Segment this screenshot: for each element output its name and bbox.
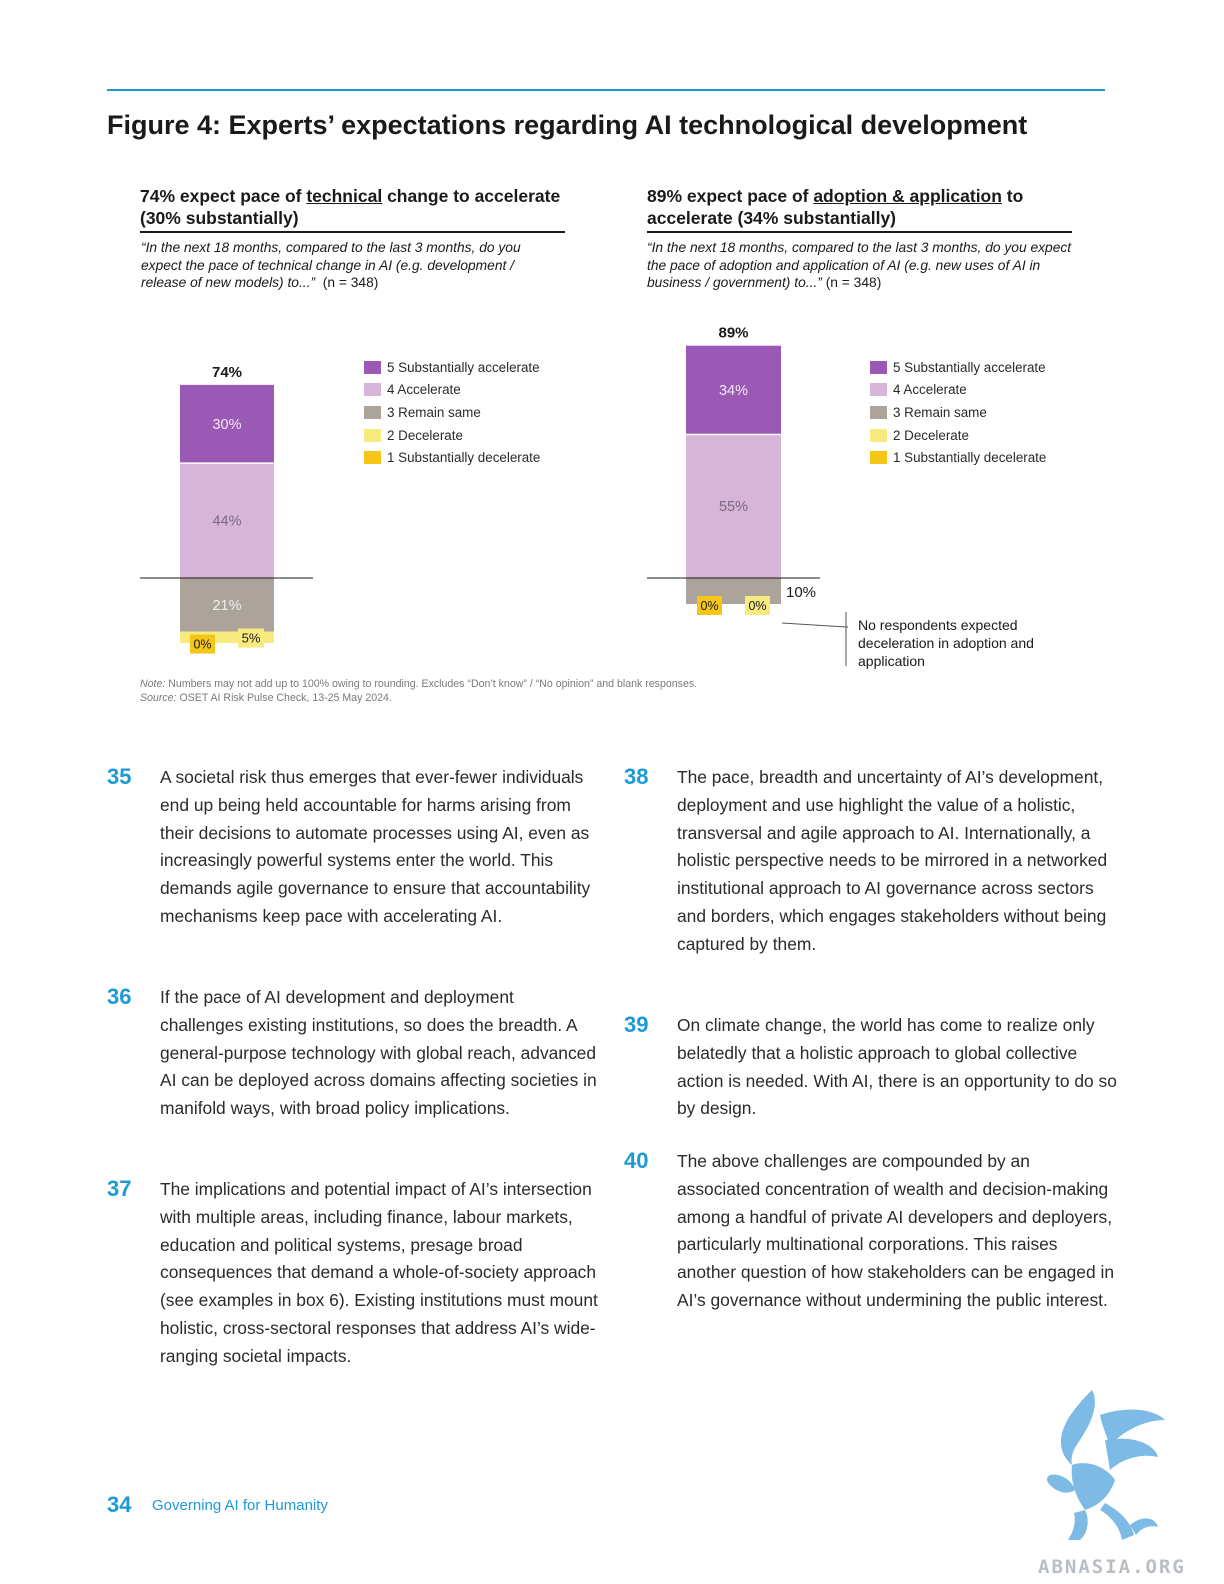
chart-1-legend: 5 Substantially accelerate 4 Accelerate … — [364, 356, 540, 469]
note-text: Numbers may not add up to 100% owing to … — [165, 678, 698, 690]
data-label: 30% — [212, 417, 241, 433]
bar-segment-remain-same — [180, 578, 274, 632]
total-label: 74% — [212, 364, 242, 381]
source-line: Source: OSET AI Risk Pulse Check, 13-25 … — [140, 691, 697, 705]
legend-label: 3 Remain same — [387, 404, 481, 420]
chart-1-question-n: (n = 348) — [322, 275, 379, 290]
legend-label: 4 Accelerate — [387, 382, 461, 398]
paragraph-text: The above challenges are compounded by a… — [677, 1151, 1115, 1310]
callout-no-deceleration: No respondents expected deceleration in … — [858, 617, 1034, 669]
data-label: 0% — [700, 599, 718, 613]
badge-substantially-decelerate — [190, 634, 215, 654]
paragraph-text: The pace, breadth and uncertainty of AI’… — [677, 767, 1108, 954]
paragraph-text: If the pace of AI development and deploy… — [160, 987, 597, 1119]
paragraph-number: 39 — [624, 1012, 649, 1037]
legend-label: 3 Remain same — [893, 404, 987, 420]
griffin-logo-icon — [1047, 1390, 1165, 1540]
badge-substantially-decelerate — [697, 596, 722, 615]
bar-segment-substantially-accelerate — [686, 345, 781, 435]
paragraph-text: On climate change, the world has come to… — [677, 1015, 1117, 1119]
chart-1-headline-post: change to accelerate (30% substantially) — [140, 186, 561, 228]
note-line: Note: Numbers may not add up to 100% owi… — [140, 677, 697, 691]
legend-label: 4 Accelerate — [893, 382, 967, 398]
data-label: 21% — [212, 598, 241, 614]
legend-swatch — [364, 360, 381, 374]
paragraph-number: 35 — [107, 764, 132, 789]
top-rule — [107, 89, 1105, 91]
chart-2-headline-underlined: adoption & application — [813, 186, 1002, 206]
legend-label: 2 Decelerate — [387, 427, 463, 443]
badge-decelerate — [745, 596, 770, 615]
chart-1-question-text: “In the next 18 months, compared to the … — [141, 240, 521, 290]
source-label: Source: — [140, 692, 177, 704]
paragraph-number: 37 — [107, 1176, 132, 1201]
chart-1-headline: 74% expect pace of technical change to a… — [140, 185, 570, 229]
paragraph-number: 40 — [624, 1148, 649, 1173]
legend-swatch — [364, 451, 381, 465]
legend-swatch — [364, 428, 381, 442]
paragraph-number: 36 — [107, 984, 132, 1009]
data-label: 44% — [212, 514, 241, 530]
legend-label: 1 Substantially decelerate — [387, 450, 541, 466]
chart-2-legend: 5 Substantially accelerate 4 Accelerate … — [870, 356, 1046, 469]
legend-swatch — [870, 360, 887, 374]
chart-1-headline-pre: 74% expect pace of — [140, 186, 307, 206]
legend-item: 5 Substantially accelerate — [870, 356, 1046, 379]
legend-item: 2 Decelerate — [870, 424, 1046, 447]
legend-item: 1 Substantially decelerate — [364, 446, 540, 469]
total-label: 89% — [718, 325, 748, 342]
data-label: 5% — [242, 631, 261, 646]
footer-title: Governing AI for Humanity — [152, 1497, 328, 1514]
legend-swatch — [870, 405, 887, 419]
chart-2-headline: 89% expect pace of adoption & applicatio… — [647, 185, 1077, 229]
legend-item: 3 Remain same — [870, 401, 1046, 424]
chart-1-question: “In the next 18 months, compared to the … — [141, 239, 561, 292]
legend-item: 3 Remain same — [364, 401, 540, 424]
data-label: 34% — [719, 383, 748, 399]
data-label: 55% — [719, 499, 748, 515]
paragraph-text: The implications and potential impact of… — [160, 1179, 598, 1366]
chart-notes: Note: Numbers may not add up to 100% owi… — [140, 677, 697, 705]
legend-label: 2 Decelerate — [893, 427, 969, 443]
chart-2-headline-post: to accelerate (34% substantially) — [647, 186, 1024, 228]
badge-decelerate — [238, 628, 264, 648]
bar-segment-accelerate — [686, 434, 781, 578]
legend-label: 5 Substantially accelerate — [893, 359, 1046, 375]
chart-2-question-text: “In the next 18 months, compared to the … — [647, 240, 1072, 290]
legend-swatch — [870, 451, 887, 465]
chart-2-rule — [647, 231, 1072, 233]
watermark-text: ABNASIA.ORG — [1038, 1556, 1186, 1578]
data-label: 10% — [786, 584, 816, 601]
chart-2-headline-pre: 89% expect pace of — [647, 186, 814, 206]
callout-connector — [781, 622, 848, 628]
note-label: Note: — [140, 678, 166, 690]
legend-swatch — [364, 405, 381, 419]
chart-1-rule — [140, 231, 565, 233]
chart-2-question: “In the next 18 months, compared to the … — [647, 239, 1077, 292]
chart-1-headline-underlined: technical — [306, 186, 383, 206]
source-text: OSET AI Risk Pulse Check, 13-25 May 2024… — [176, 692, 392, 704]
bar-segment-decelerate — [180, 631, 274, 644]
legend-item: 1 Substantially decelerate — [870, 446, 1046, 469]
legend-item: 2 Decelerate — [364, 424, 540, 447]
legend-swatch — [364, 383, 381, 397]
paragraph-number: 38 — [624, 764, 649, 789]
page-number: 34 — [107, 1492, 132, 1517]
stacked-bar-charts: 30% 44% 74% 21% 0% 5% 34% 55% 89% 10% 0% 0% — [140, 325, 848, 666]
chart-2-question-n: (n = 348) — [825, 275, 882, 290]
legend-item: 4 Accelerate — [364, 379, 540, 402]
data-label: 0% — [193, 638, 211, 652]
legend-swatch — [870, 383, 887, 397]
legend-label: 5 Substantially accelerate — [387, 359, 540, 375]
legend-item: 5 Substantially accelerate — [364, 356, 540, 379]
bar-segment-accelerate — [180, 463, 274, 578]
legend-item: 4 Accelerate — [870, 379, 1046, 402]
paragraph-text: A societal risk thus emerges that ever-f… — [160, 767, 591, 926]
bar-segment-substantially-accelerate — [180, 384, 274, 464]
data-label: 0% — [748, 599, 766, 613]
figure-title: Figure 4: Experts’ expectations regardin… — [107, 110, 1028, 140]
legend-swatch — [870, 428, 887, 442]
legend-label: 1 Substantially decelerate — [893, 450, 1047, 466]
